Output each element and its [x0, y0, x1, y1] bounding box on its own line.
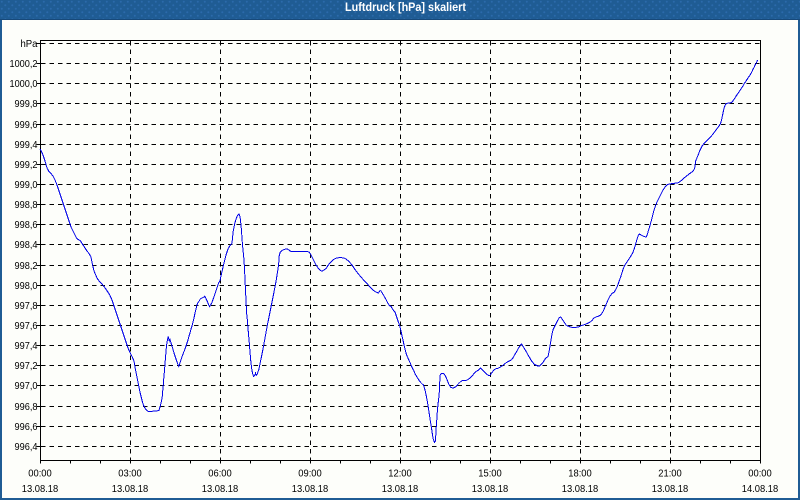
svg-text:999,0: 999,0: [15, 179, 38, 191]
svg-text:13.08.18: 13.08.18: [112, 484, 149, 495]
svg-text:06:00: 06:00: [208, 469, 232, 480]
svg-text:Luftdruck [hPa] skaliert: Luftdruck [hPa] skaliert: [345, 2, 466, 14]
svg-text:999,8: 999,8: [15, 98, 38, 110]
svg-text:998,4: 998,4: [15, 239, 38, 251]
svg-text:1000,0: 1000,0: [10, 78, 38, 90]
svg-text:13.08.18: 13.08.18: [292, 484, 329, 495]
svg-text:997,6: 997,6: [15, 320, 38, 332]
svg-text:03:00: 03:00: [118, 469, 142, 480]
svg-text:1000,2: 1000,2: [10, 58, 38, 70]
svg-text:13.08.18: 13.08.18: [472, 484, 509, 495]
svg-text:998,0: 998,0: [15, 280, 38, 292]
svg-text:00:00: 00:00: [28, 469, 52, 480]
svg-text:997,4: 997,4: [15, 340, 38, 352]
svg-text:12:00: 12:00: [388, 469, 412, 480]
svg-text:998,2: 998,2: [15, 260, 38, 272]
svg-text:14.08.18: 14.08.18: [742, 484, 779, 495]
svg-text:15:00: 15:00: [478, 469, 502, 480]
svg-text:18:00: 18:00: [568, 469, 592, 480]
svg-text:997,0: 997,0: [15, 380, 38, 392]
svg-text:13.08.18: 13.08.18: [202, 484, 239, 495]
svg-text:21:00: 21:00: [658, 469, 682, 480]
svg-text:13.08.18: 13.08.18: [22, 484, 59, 495]
svg-text:999,4: 999,4: [15, 139, 38, 151]
svg-text:998,6: 998,6: [15, 219, 38, 231]
svg-text:13.08.18: 13.08.18: [562, 484, 599, 495]
svg-text:13.08.18: 13.08.18: [652, 484, 689, 495]
svg-text:09:00: 09:00: [298, 469, 322, 480]
svg-text:996,4: 996,4: [15, 441, 38, 453]
svg-text:996,8: 996,8: [15, 401, 38, 413]
svg-text:999,2: 999,2: [15, 159, 38, 171]
svg-text:00:00: 00:00: [748, 469, 772, 480]
svg-text:hPa: hPa: [21, 38, 38, 50]
svg-text:998,8: 998,8: [15, 199, 38, 211]
svg-text:13.08.18: 13.08.18: [382, 484, 419, 495]
svg-text:997,8: 997,8: [15, 300, 38, 312]
svg-text:999,6: 999,6: [15, 119, 38, 131]
svg-text:996,6: 996,6: [15, 421, 38, 433]
svg-text:997,2: 997,2: [15, 360, 38, 372]
